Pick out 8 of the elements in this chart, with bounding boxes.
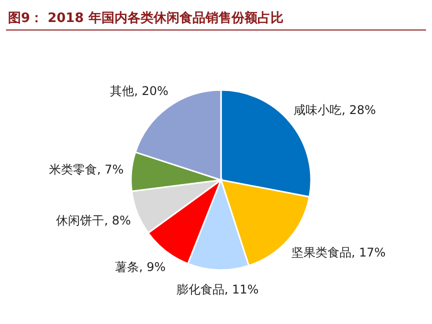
slice-label: 薯条, 9% bbox=[115, 260, 166, 274]
slice-label: 其他, 20% bbox=[110, 84, 168, 98]
slice-label: 米类零食, 7% bbox=[49, 162, 124, 177]
slice-label: 膨化食品, 11% bbox=[176, 282, 259, 297]
slice-label: 咸味小吃, 28% bbox=[294, 103, 376, 118]
chart-title: 图9： 2018 年国内各类休闲食品销售份额占比 bbox=[8, 10, 284, 26]
slice-label: 休闲饼干, 8% bbox=[56, 213, 131, 228]
slice-label: 坚果类食品, 17% bbox=[291, 246, 386, 260]
